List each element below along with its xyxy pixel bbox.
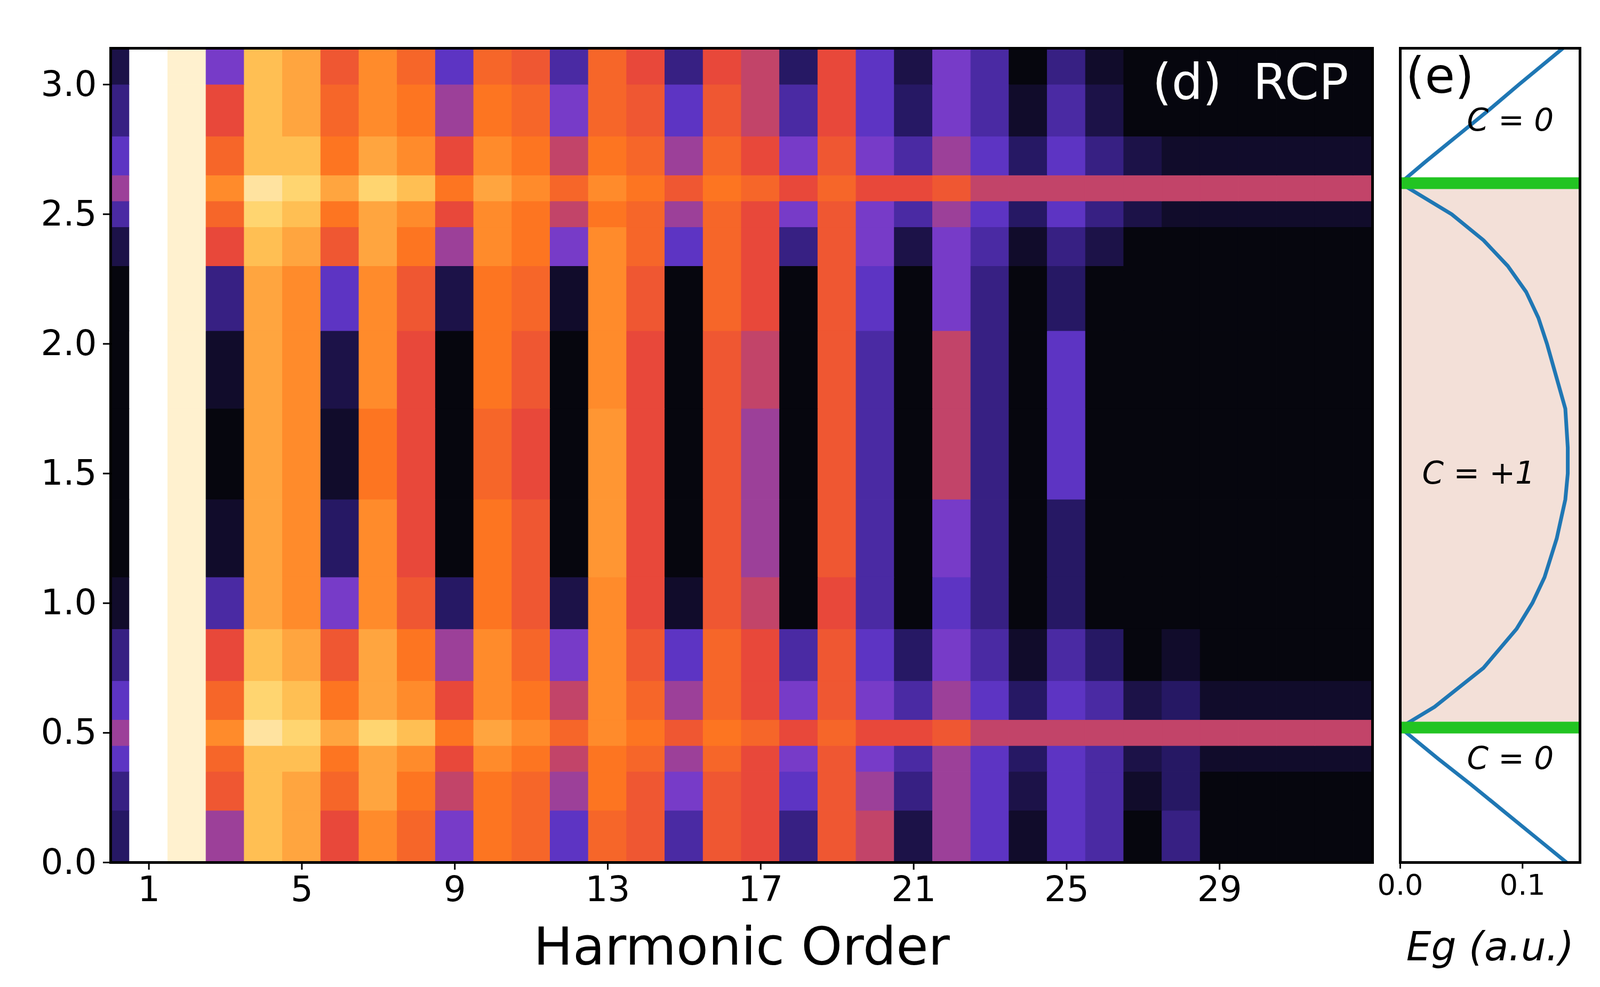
- svg-text:(d) RCP: (d) RCP: [1152, 53, 1349, 111]
- svg-text:C = 0: C = 0: [1466, 101, 1554, 139]
- svg-text:Eg (a.u.): Eg (a.u.): [1406, 923, 1574, 970]
- svg-text:0.0: 0.0: [41, 841, 98, 883]
- svg-text:5: 5: [290, 868, 314, 910]
- svg-text:0.1: 0.1: [1499, 868, 1546, 902]
- svg-text:29: 29: [1197, 868, 1243, 910]
- svg-text:Harmonic Order: Harmonic Order: [533, 916, 950, 978]
- svg-text:0.5: 0.5: [41, 711, 98, 753]
- svg-text:13: 13: [585, 868, 631, 910]
- svg-text:1: 1: [137, 868, 160, 910]
- svg-text:2.5: 2.5: [41, 193, 98, 235]
- svg-text:(e): (e): [1405, 47, 1475, 105]
- svg-text:C = +1: C = +1: [1421, 454, 1535, 492]
- svg-text:21: 21: [891, 868, 936, 910]
- svg-text:9: 9: [443, 868, 467, 910]
- svg-text:25: 25: [1044, 868, 1090, 910]
- svg-text:3.0: 3.0: [41, 63, 98, 105]
- svg-text:1.5: 1.5: [41, 452, 98, 494]
- svg-text:2.0: 2.0: [41, 322, 98, 364]
- svg-text:C = 0: C = 0: [1466, 740, 1554, 777]
- svg-text:0.0: 0.0: [1377, 868, 1424, 902]
- svg-text:1.0: 1.0: [41, 581, 98, 623]
- svg-text:17: 17: [738, 868, 783, 910]
